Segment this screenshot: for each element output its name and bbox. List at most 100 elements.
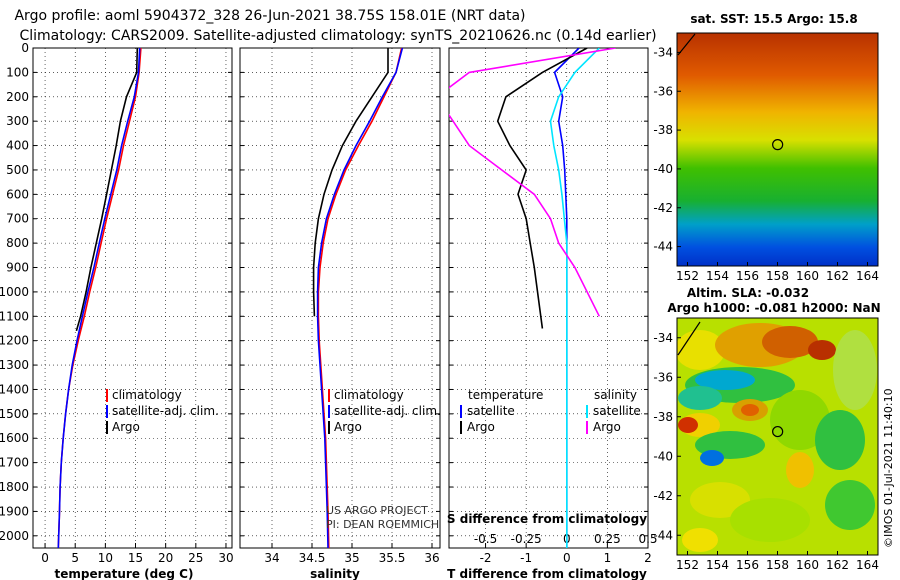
y-tick-label: 1600 xyxy=(0,431,29,445)
x-tick-label: 25 xyxy=(188,551,203,565)
legend-label-s-satellite: satellite xyxy=(593,404,641,418)
x-tick-label: 2 xyxy=(644,551,652,565)
y-tick-label: 1900 xyxy=(0,504,29,518)
x-top-tick-label: -0.25 xyxy=(511,532,542,546)
salinity-panel xyxy=(239,47,441,549)
difference-legend: temperature satellite Argo salinity sate… xyxy=(460,388,641,434)
sla-map-subtitle: Argo h1000: -0.081 h2000: NaN xyxy=(667,301,880,315)
x-tick-label: 35.5 xyxy=(379,551,406,565)
project-credit: US ARGO PROJECT xyxy=(326,504,428,517)
y-tick-label: 1300 xyxy=(0,358,29,372)
map-x-tick-label: 156 xyxy=(736,558,759,572)
s-difference-axis-label: S difference from climatology xyxy=(447,512,647,526)
sst-map-ticks: 152 154 156 158 160 162 164 -34 -36 -38 -40 -42 -44 xyxy=(653,45,879,283)
y-tick-label: 1500 xyxy=(0,407,29,421)
salinity-tick-labels: 34 34.5 35 35.5 36 xyxy=(264,543,440,565)
x-tick-label: 34.5 xyxy=(299,551,326,565)
map-y-tick-label: -40 xyxy=(653,449,673,463)
map-x-tick-label: 164 xyxy=(856,558,879,572)
salinity-series xyxy=(312,48,404,548)
temperature-tick-labels: 0 5 10 15 20 25 30 xyxy=(41,543,234,565)
map-x-tick-label: 154 xyxy=(706,269,729,283)
y-tick-label: 500 xyxy=(6,163,29,177)
legend-title-salinity: salinity xyxy=(594,388,637,402)
y-tick-label: 900 xyxy=(6,261,29,275)
x-top-tick-label: 0.25 xyxy=(594,532,621,546)
header-line-1: Argo profile: aoml 5904372_328 26-Jun-20… xyxy=(14,8,525,24)
map-x-tick-label: 158 xyxy=(766,269,789,283)
map-x-tick-label: 162 xyxy=(826,558,849,572)
y-tick-label: 1400 xyxy=(0,382,29,396)
t-difference-axis-label: T difference from climatology xyxy=(447,567,647,580)
map-y-tick-label: -44 xyxy=(653,240,673,254)
x-tick-label: 30 xyxy=(218,551,233,565)
y-tick-label: 400 xyxy=(6,139,29,153)
x-tick-label: 34 xyxy=(264,551,279,565)
legend-label-argo: Argo xyxy=(334,420,362,434)
temperature-series xyxy=(57,48,142,548)
legend-label-s-argo: Argo xyxy=(593,420,621,434)
temperature-legend: climatology satellite-adj. clim. Argo xyxy=(106,388,219,434)
y-tick-label: 700 xyxy=(6,212,29,226)
map-x-tick-label: 158 xyxy=(766,558,789,572)
y-tick-label: 0 xyxy=(21,41,29,55)
y-tick-label: 100 xyxy=(6,65,29,79)
y-tick-label: 600 xyxy=(6,187,29,201)
map-x-tick-label: 154 xyxy=(706,558,729,572)
x-tick-label: 0 xyxy=(41,551,49,565)
x-top-tick-label: -0.5 xyxy=(474,532,497,546)
y-tick-label: 1200 xyxy=(0,334,29,348)
salinity-legend: climatology satellite-adj. clim. Argo xyxy=(328,388,441,434)
map-y-tick-label: -42 xyxy=(653,489,673,503)
salinity-axis-label: salinity xyxy=(310,567,360,580)
x-tick-label: -2 xyxy=(480,551,492,565)
header-line-2: Climatology: CARS2009. Satellite-adjuste… xyxy=(19,28,656,44)
difference-series xyxy=(449,48,616,548)
series-line-argo xyxy=(75,48,139,332)
legend-label-t-satellite: satellite xyxy=(467,404,515,418)
map-x-tick-label: 156 xyxy=(736,269,759,283)
x-top-tick-label: 0.5 xyxy=(638,532,657,546)
y-tick-label: 1800 xyxy=(0,480,29,494)
legend-title-temperature: temperature xyxy=(468,388,543,402)
x-tick-label: 10 xyxy=(98,551,113,565)
x-tick-label: 1 xyxy=(604,551,612,565)
legend-label-satellite: satellite-adj. clim. xyxy=(334,404,441,418)
map-x-tick-label: 160 xyxy=(796,269,819,283)
imos-credit: ©IMOS 01-Jul-2021 11:40:10 xyxy=(882,388,895,548)
y-tick-label: 1000 xyxy=(0,285,29,299)
x-tick-label: -1 xyxy=(520,551,532,565)
y-tick-label: 800 xyxy=(6,236,29,250)
legend-label-climatology: climatology xyxy=(334,388,404,402)
temperature-panel xyxy=(32,47,233,549)
x-tick-label: 35 xyxy=(344,551,359,565)
y-tick-label: 2000 xyxy=(0,529,29,543)
salinity-grid xyxy=(240,47,440,548)
sla-map-title: Altim. SLA: -0.032 xyxy=(687,286,809,300)
legend-label-climatology: climatology xyxy=(112,388,182,402)
difference-panel xyxy=(448,47,649,549)
map-y-tick-label: -34 xyxy=(653,45,673,59)
sla-map-ticks: 152 154 156 158 160 162 164 -34 -36 -38 -40 -42 -44 xyxy=(653,331,879,572)
map-x-tick-label: 162 xyxy=(826,269,849,283)
map-y-tick-label: -36 xyxy=(653,370,673,384)
sst-coastline xyxy=(677,33,696,56)
x-tick-label: 0 xyxy=(563,551,571,565)
map-y-tick-label: -42 xyxy=(653,201,673,215)
map-x-tick-label: 152 xyxy=(676,558,699,572)
temperature-axis-label: temperature (deg C) xyxy=(55,567,194,580)
map-x-tick-label: 160 xyxy=(796,558,819,572)
legend-label-t-argo: Argo xyxy=(467,420,495,434)
y-tick-label: 1700 xyxy=(0,456,29,470)
sst-argo-position-marker xyxy=(772,139,784,151)
x-tick-label: 20 xyxy=(158,551,173,565)
series-line-argo xyxy=(312,48,389,317)
map-y-tick-label: -38 xyxy=(653,123,673,137)
sla-coastline xyxy=(677,321,701,356)
map-y-tick-label: -44 xyxy=(653,528,673,542)
x-tick-label: 15 xyxy=(128,551,143,565)
sst-map-title: sat. SST: 15.5 Argo: 15.8 xyxy=(690,12,857,26)
depth-tick-labels: 0 100 200 300 400 500 600 700 800 900 1000 1100 1200… xyxy=(0,41,29,543)
series-line-argo xyxy=(496,48,588,329)
